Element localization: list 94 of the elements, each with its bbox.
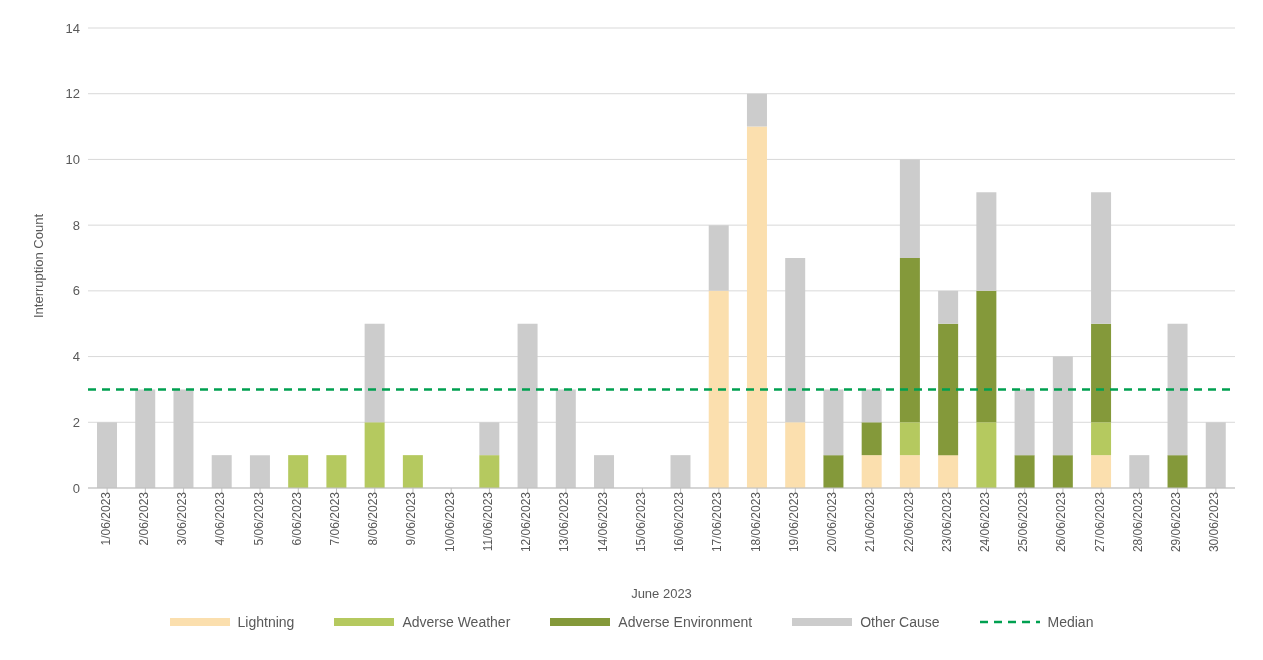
x-tick-label: 18/06/2023 <box>748 491 763 553</box>
x-tick-label: 5/06/2023 <box>251 491 266 546</box>
x-tick-label: 23/06/2023 <box>939 491 954 553</box>
bar <box>135 389 156 488</box>
bar <box>823 389 844 456</box>
y-tick-label: 2 <box>72 414 80 430</box>
x-tick-label: 13/06/2023 <box>557 491 572 553</box>
y-tick-label: 12 <box>65 86 80 102</box>
bar <box>249 455 270 488</box>
bar <box>746 126 767 488</box>
x-tick-label: 20/06/2023 <box>825 491 840 553</box>
bar <box>1014 455 1035 488</box>
bar <box>746 93 767 127</box>
bar <box>517 323 538 488</box>
bar <box>1091 455 1112 488</box>
bar <box>785 422 806 488</box>
bar <box>976 192 997 291</box>
bar <box>211 455 232 488</box>
bar <box>938 323 959 456</box>
legend-label: Other Cause <box>860 614 940 630</box>
bar <box>97 422 117 488</box>
bar <box>1167 455 1188 488</box>
bar <box>861 455 882 488</box>
x-tick-label: 29/06/2023 <box>1169 491 1184 553</box>
x-tick-label: 15/06/2023 <box>633 491 648 553</box>
bar <box>479 455 500 488</box>
x-tick-label: 6/06/2023 <box>289 491 304 546</box>
bar <box>976 422 997 488</box>
bar <box>708 225 729 291</box>
x-tick-label: 12/06/2023 <box>519 491 534 553</box>
x-tick-label: 2/06/2023 <box>136 491 151 546</box>
x-tick-label: 7/06/2023 <box>328 491 343 546</box>
y-tick-label: 14 <box>65 20 80 36</box>
bar <box>326 455 347 488</box>
bar <box>402 455 423 488</box>
x-tick-label: 22/06/2023 <box>901 491 916 553</box>
bar <box>1091 323 1112 423</box>
y-tick-label: 4 <box>72 349 80 365</box>
bar <box>899 422 920 456</box>
legend-label: Median <box>1047 614 1094 630</box>
x-tick-label: 17/06/2023 <box>710 491 725 553</box>
bar <box>785 258 806 423</box>
x-tick-label: 8/06/2023 <box>366 491 381 546</box>
bar <box>479 422 500 456</box>
bar <box>708 290 729 488</box>
bar <box>1167 323 1188 456</box>
x-tick-label: 11/06/2023 <box>480 491 495 552</box>
x-tick-label: 27/06/2023 <box>1092 491 1107 553</box>
x-tick-label: 3/06/2023 <box>175 491 190 546</box>
bar <box>976 290 997 423</box>
x-tick-label: 28/06/2023 <box>1130 491 1145 553</box>
x-tick-label: 16/06/2023 <box>672 491 687 553</box>
bar <box>364 323 385 423</box>
bar <box>1205 422 1226 488</box>
bar <box>899 455 920 488</box>
bar <box>938 455 959 488</box>
x-tick-label: 4/06/2023 <box>213 491 228 546</box>
legend-label: Lightning <box>237 614 295 630</box>
bar <box>670 455 691 488</box>
y-tick-label: 8 <box>72 217 80 233</box>
bar <box>1091 422 1112 456</box>
bar <box>1014 389 1035 456</box>
x-axis-title: June 2023 <box>631 586 692 601</box>
bar <box>861 422 882 456</box>
x-tick-label: 1/06/2023 <box>98 491 113 546</box>
bar <box>288 455 309 488</box>
bar <box>173 389 194 488</box>
legend-label: Adverse Weather <box>402 614 511 630</box>
y-tick-label: 0 <box>72 480 80 496</box>
x-tick-label: 9/06/2023 <box>404 491 419 546</box>
bar <box>364 422 385 488</box>
bar <box>594 455 615 488</box>
x-tick-label: 14/06/2023 <box>595 491 610 553</box>
bar <box>899 159 920 258</box>
bar <box>1129 455 1150 488</box>
x-tick-label: 26/06/2023 <box>1054 491 1069 553</box>
bar <box>938 290 959 324</box>
bar <box>823 455 844 488</box>
bar <box>1091 192 1112 324</box>
bar <box>555 389 576 488</box>
bar <box>861 389 882 423</box>
x-tick-label: 30/06/2023 <box>1207 491 1222 553</box>
bar <box>899 258 920 423</box>
y-tick-label: 10 <box>65 152 80 168</box>
y-tick-label: 6 <box>72 283 80 299</box>
x-tick-label: 25/06/2023 <box>1016 491 1031 553</box>
y-axis-title: Interruption Count <box>30 213 46 318</box>
bar <box>1052 356 1073 456</box>
x-tick-label: 10/06/2023 <box>442 491 457 553</box>
bar <box>1052 455 1073 488</box>
legend-label: Adverse Environment <box>618 614 753 630</box>
x-tick-label: 24/06/2023 <box>978 491 992 553</box>
x-tick-label: 19/06/2023 <box>786 491 801 553</box>
x-tick-label: 21/06/2023 <box>863 491 878 553</box>
